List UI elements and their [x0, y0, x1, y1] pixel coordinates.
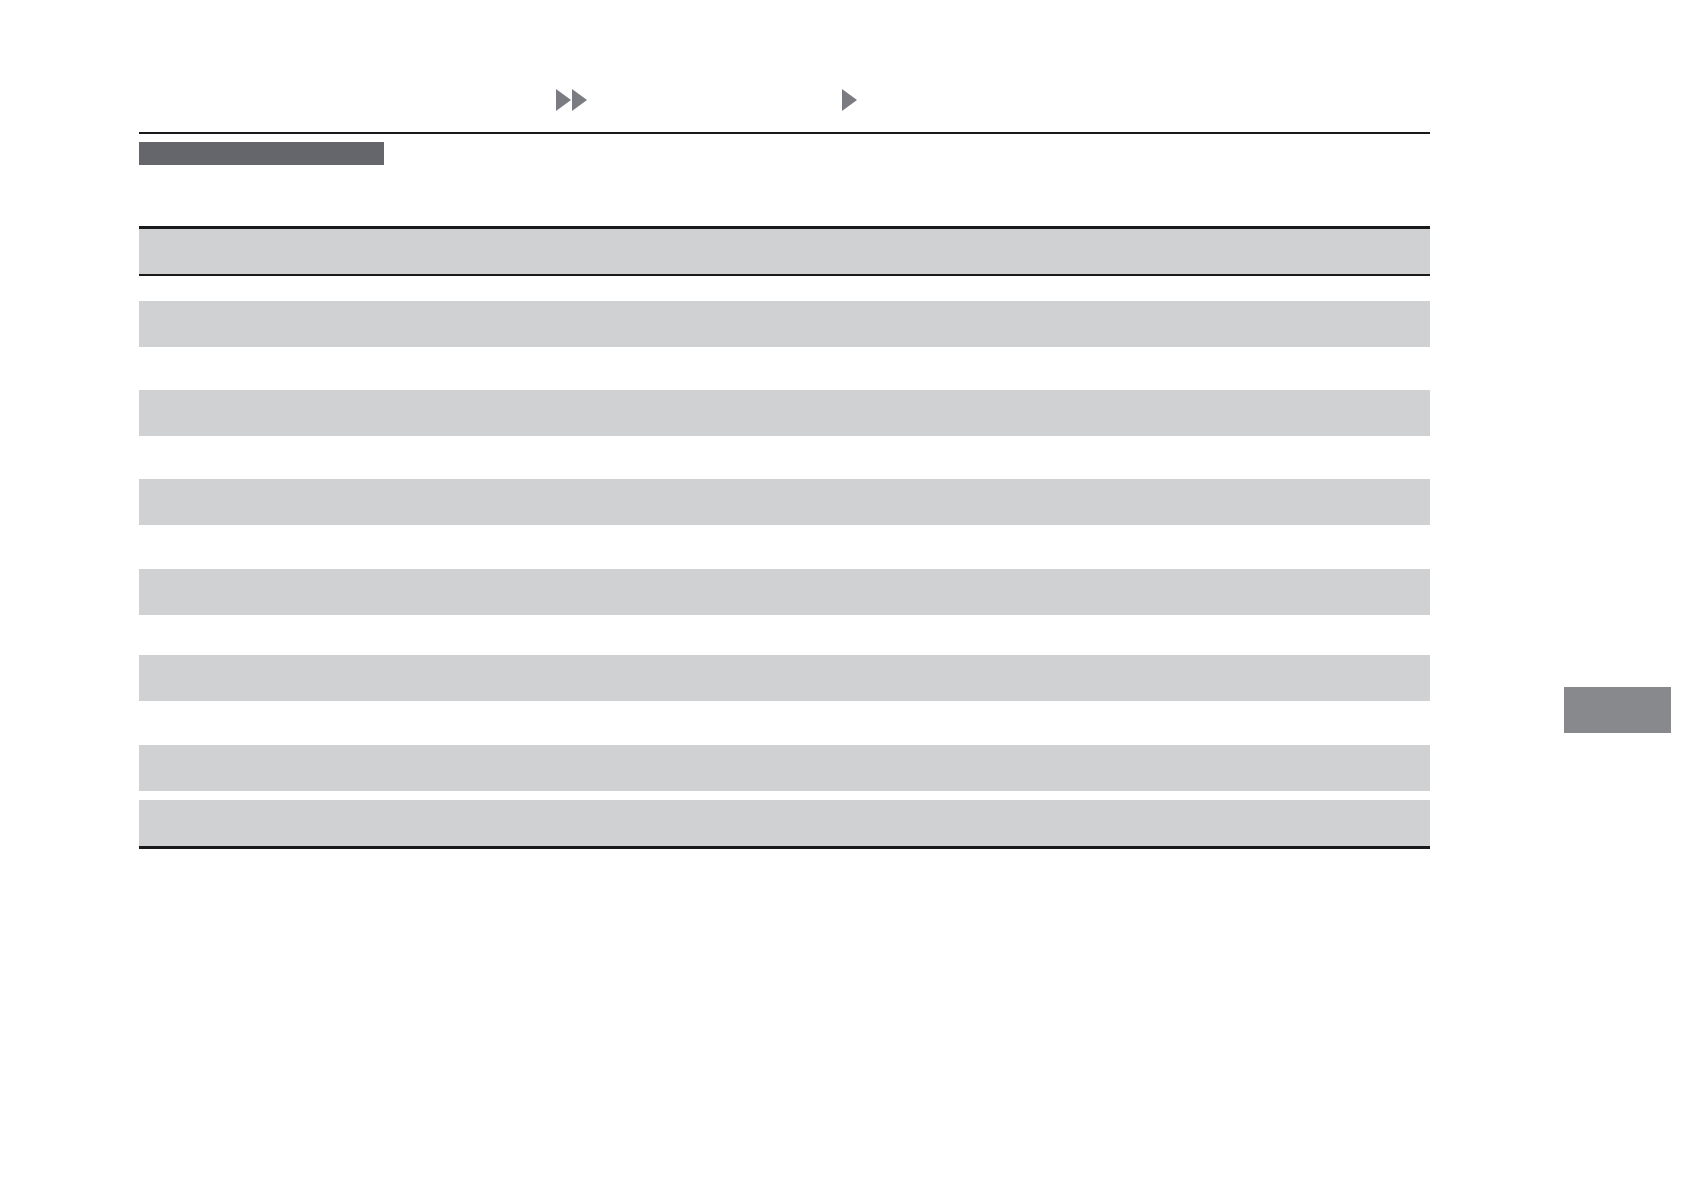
header-marker-area — [0, 0, 1684, 133]
header-divider-rule — [139, 132, 1430, 134]
table-row[interactable] — [139, 800, 1430, 846]
triangle-glyph-3 — [842, 89, 857, 112]
table-row[interactable] — [139, 569, 1430, 615]
table-row-cells — [139, 745, 1430, 791]
play-marker-icon — [842, 85, 857, 112]
table-row-cells — [139, 800, 1430, 846]
table-top-rule — [139, 226, 1430, 229]
table-row-cells — [139, 390, 1430, 436]
table-row-cells — [139, 569, 1430, 615]
triangle-glyph-1 — [556, 89, 571, 112]
table-row[interactable] — [139, 390, 1430, 436]
triangle-glyph-2 — [572, 89, 587, 112]
page-edge-tab[interactable] — [1564, 687, 1671, 733]
table-row[interactable] — [139, 301, 1430, 347]
table-header-bottom-rule — [139, 273, 1430, 276]
table-header-row — [139, 229, 1430, 274]
table-row-cells — [139, 655, 1430, 701]
table-bottom-rule — [139, 846, 1430, 849]
table-row-cells — [139, 479, 1430, 525]
table-row[interactable] — [139, 655, 1430, 701]
table-row[interactable] — [139, 479, 1430, 525]
section-label-chip — [139, 142, 384, 165]
table-row-cells — [139, 301, 1430, 347]
fast-forward-marker-icon — [556, 85, 587, 112]
table-header-cells — [139, 229, 1430, 274]
table-row[interactable] — [139, 745, 1430, 791]
